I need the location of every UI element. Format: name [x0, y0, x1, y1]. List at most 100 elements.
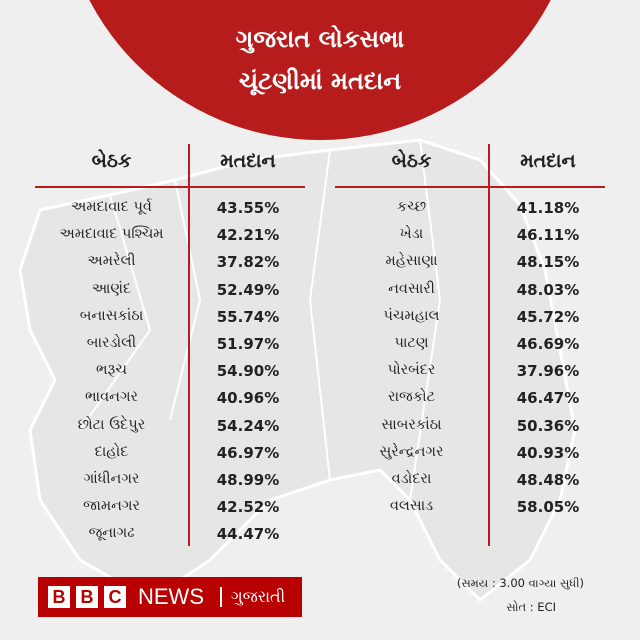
- turnout-value: 48.15%: [516, 253, 580, 272]
- table-row: અમરેલી 37.82%: [35, 249, 305, 276]
- seat-name: અમદાવાદ પશ્ચિમ: [59, 226, 164, 243]
- table-row: ભરૂચ 54.90%: [35, 358, 305, 385]
- seat-name: જૂનાગઢ: [88, 525, 135, 542]
- seat-name: બારડોલી: [86, 334, 137, 351]
- turnout-value: 51.97%: [216, 334, 280, 353]
- turnout-column-header: મતદાન: [220, 150, 276, 172]
- turnout-value: 46.69%: [516, 334, 580, 353]
- time-note: (સમય : 3.00 વાગ્યા સુધી): [456, 576, 584, 590]
- seat-name: સુરેન્દ્રનગર: [379, 443, 444, 460]
- logo-divider: [220, 587, 222, 607]
- turnout-value: 46.11%: [516, 226, 580, 245]
- table-row: મહેસાણા 48.15%: [335, 249, 605, 276]
- seat-name: બનાસકાંઠા: [79, 307, 144, 324]
- table-body: અમદાવાદ પૂર્વ 43.55% અમદાવાદ પશ્ચિમ 42.21% અ…: [35, 188, 305, 548]
- table-row: નવસારી 48.03%: [335, 277, 605, 304]
- turnout-value: 44.47%: [216, 525, 280, 544]
- table-row: અમદાવાદ પૂર્વ 43.55%: [35, 195, 305, 222]
- turnout-value: 46.47%: [516, 389, 580, 408]
- table-row: જૂનાગઢ 44.47%: [35, 521, 305, 548]
- table-row: ગાંધીનગર 48.99%: [35, 467, 305, 494]
- turnout-value: 54.90%: [216, 362, 280, 381]
- turnout-value: 40.96%: [216, 389, 280, 408]
- table-row: દાહોદ 46.97%: [35, 440, 305, 467]
- column-divider: [188, 144, 190, 546]
- seat-name: અમદાવાદ પૂર્વ: [71, 199, 152, 215]
- seat-name: પંચમહાલ: [383, 307, 440, 324]
- turnout-value: 37.82%: [216, 253, 280, 272]
- seat-name: રાજકોટ: [387, 389, 436, 406]
- seat-name: છોટા ઉદેપુર: [77, 416, 146, 433]
- seat-name: પોરબંદર: [387, 362, 436, 379]
- table-header: બેઠક મતદાન: [35, 144, 305, 188]
- turnout-value: 46.97%: [216, 443, 280, 462]
- table-row: આણંદ 52.49%: [35, 277, 305, 304]
- seat-name: મહેસાણા: [385, 253, 438, 270]
- table-row: જામનગર 42.52%: [35, 494, 305, 521]
- table-row: વલસાડ 58.05%: [335, 494, 605, 521]
- table-row: ખેડા 46.11%: [335, 222, 605, 249]
- page-title: ગુજરાત લોકસભા ચૂંટણીમાં મતદાન: [0, 18, 640, 102]
- title-line-1: ગુજરાત લોકસભા: [235, 25, 405, 53]
- turnout-value: 48.99%: [216, 470, 280, 489]
- turnout-value: 48.48%: [516, 470, 580, 489]
- seat-column-header: બેઠક: [91, 150, 132, 172]
- seat-name: વડોદરા: [391, 470, 432, 487]
- table-row: રાજકોટ 46.47%: [335, 385, 605, 412]
- turnout-value: 55.74%: [216, 307, 280, 326]
- turnout-value: 40.93%: [516, 443, 580, 462]
- turnout-value: 42.52%: [216, 498, 280, 517]
- seat-name: ખેડા: [399, 226, 424, 243]
- bbc-letter-b: B: [48, 586, 70, 608]
- seat-name: ભરૂચ: [96, 362, 127, 379]
- turnout-value: 52.49%: [216, 280, 280, 299]
- table-header: બેઠક મતદાન: [335, 144, 605, 188]
- turnout-value: 45.72%: [516, 307, 580, 326]
- table-row: પોરબંદર 37.96%: [335, 358, 605, 385]
- turnout-value: 37.96%: [516, 362, 580, 381]
- turnout-value: 58.05%: [516, 498, 580, 517]
- turnout-value: 48.03%: [516, 280, 580, 299]
- table-row: કચ્છ 41.18%: [335, 195, 605, 222]
- seat-name: ભાવનગર: [84, 389, 139, 406]
- bbc-letter-b: B: [76, 586, 98, 608]
- table-body: કચ્છ 41.18% ખેડા 46.11% મહેસાણા 48.15% નવસારી 4…: [335, 188, 605, 521]
- seat-name: કચ્છ: [396, 199, 427, 215]
- table-row: બારડોલી 51.97%: [35, 331, 305, 358]
- column-divider: [488, 144, 490, 546]
- table-row: ભાવનગર 40.96%: [35, 385, 305, 412]
- table-row: વડોદરા 48.48%: [335, 467, 605, 494]
- table-row: સુરેન્દ્રનગર 40.93%: [335, 440, 605, 467]
- table-row: બનાસકાંઠા 55.74%: [35, 304, 305, 331]
- right-turnout-table: બેઠક મતદાન કચ્છ 41.18% ખેડા 46.11% મહેસાણા 48…: [335, 144, 605, 546]
- table-row: છોટા ઉદેપુર 54.24%: [35, 413, 305, 440]
- bbc-letter-c: C: [104, 586, 126, 608]
- seat-name: ગાંધીનગર: [83, 470, 140, 487]
- left-turnout-table: બેઠક મતદાન અમદાવાદ પૂર્વ 43.55% અમદાવાદ પશ…: [35, 144, 305, 548]
- turnout-value: 42.21%: [216, 226, 280, 245]
- language-label: ગુજરાતી: [231, 587, 286, 606]
- source-note: સોત : ECI: [506, 600, 556, 614]
- seat-name: જામનગર: [82, 498, 141, 515]
- seat-name: વલસાડ: [389, 498, 434, 515]
- bbc-news-gujarati-logo: B B C NEWS ગુજરાતી: [38, 577, 302, 617]
- turnout-column-header: મતદાન: [520, 150, 576, 172]
- seat-name: સાબરકાંઠા: [381, 416, 442, 433]
- turnout-value: 54.24%: [216, 416, 280, 435]
- seat-name: આણંદ: [91, 280, 132, 297]
- seat-name: અમરેલી: [87, 253, 136, 270]
- table-row: સાબરકાંઠા 50.36%: [335, 413, 605, 440]
- turnout-value: 43.55%: [216, 199, 280, 217]
- table-row: અમદાવાદ પશ્ચિમ 42.21%: [35, 222, 305, 249]
- news-wordmark: NEWS: [138, 584, 204, 609]
- seat-name: પાટણ: [394, 334, 429, 351]
- table-row: પાટણ 46.69%: [335, 331, 605, 358]
- title-line-2: ચૂંટણીમાં મતદાન: [238, 67, 402, 95]
- turnout-value: 50.36%: [516, 416, 580, 435]
- seat-name: દાહોદ: [94, 443, 129, 460]
- turnout-value: 41.18%: [516, 199, 580, 217]
- seat-name: નવસારી: [388, 280, 435, 297]
- table-row: પંચમહાલ 45.72%: [335, 304, 605, 331]
- seat-column-header: બેઠક: [391, 150, 432, 172]
